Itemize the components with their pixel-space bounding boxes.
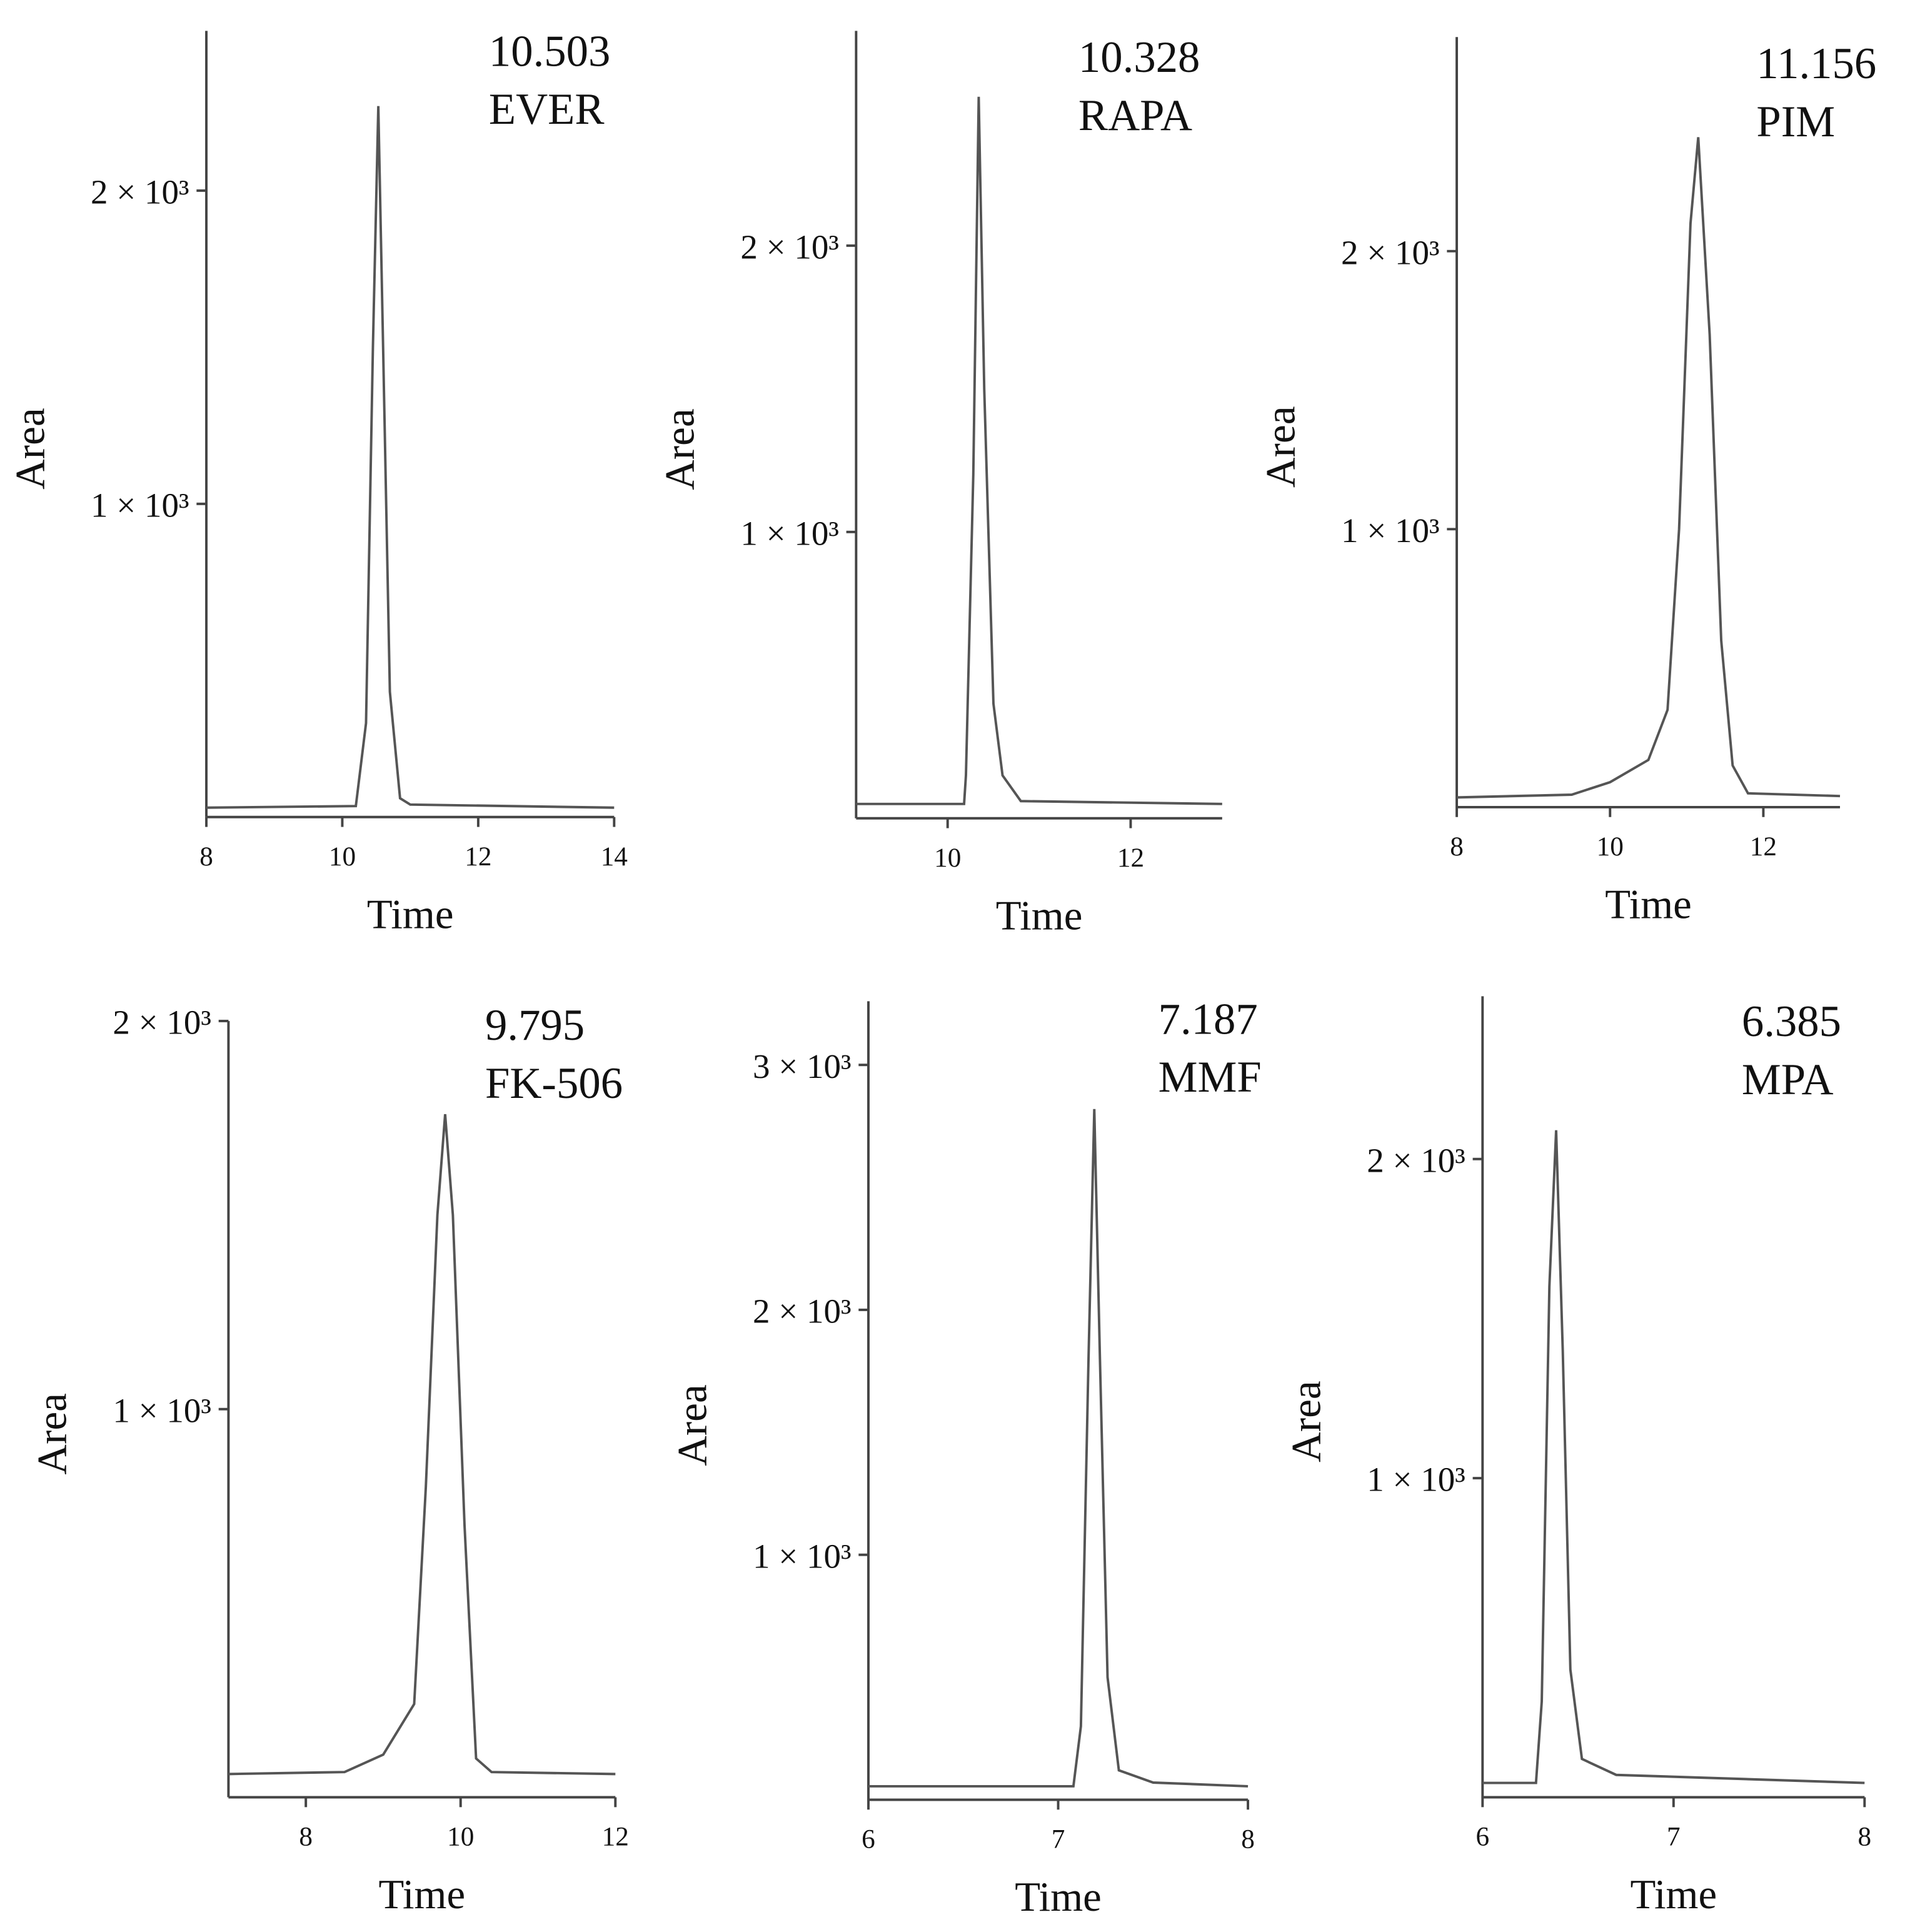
x-axis-label: Time bbox=[379, 1871, 466, 1918]
y-tick-label: 1 × 10³ bbox=[91, 486, 189, 524]
annotation: FK-506 bbox=[485, 1059, 623, 1108]
x-tick-label: 8 bbox=[1241, 1824, 1255, 1854]
trace bbox=[868, 1109, 1249, 1788]
x-tick-label: 6 bbox=[1476, 1822, 1490, 1852]
annotation: 10.503 bbox=[489, 27, 610, 76]
x-tick-label: 12 bbox=[1750, 832, 1777, 862]
annotation: 11.156 bbox=[1756, 39, 1876, 88]
x-tick-label: 8 bbox=[1450, 832, 1464, 862]
annotation: MPA bbox=[1742, 1055, 1834, 1104]
y-tick-label: 2 × 10³ bbox=[753, 1292, 852, 1330]
y-axis-label: Area bbox=[29, 1393, 76, 1475]
y-axis-label: Area bbox=[669, 1384, 715, 1466]
y-axis-label: Area bbox=[657, 408, 703, 490]
annotation: 10.328 bbox=[1078, 33, 1200, 82]
annotation: EVER bbox=[489, 85, 605, 134]
y-axis-label: Area bbox=[1258, 406, 1304, 488]
annotation: 7.187 bbox=[1159, 995, 1258, 1044]
x-tick-label: 6 bbox=[862, 1824, 875, 1854]
annotation: 9.795 bbox=[485, 1001, 585, 1050]
y-tick-label: 1 × 10³ bbox=[740, 514, 839, 552]
annotation: PIM bbox=[1756, 98, 1835, 146]
y-tick-label: 2 × 10³ bbox=[740, 228, 839, 266]
x-axis-label: Time bbox=[367, 891, 454, 937]
x-tick-label: 7 bbox=[1052, 1824, 1065, 1854]
x-tick-label: 12 bbox=[465, 842, 491, 872]
annotation: MMF bbox=[1159, 1053, 1262, 1102]
y-tick-label: 2 × 10³ bbox=[91, 173, 189, 211]
trace bbox=[206, 106, 615, 809]
x-tick-label: 10 bbox=[329, 842, 356, 872]
x-axis-label: Time bbox=[1631, 1871, 1717, 1918]
x-tick-label: 8 bbox=[299, 1822, 313, 1852]
trace bbox=[1457, 137, 1841, 799]
x-tick-label: 8 bbox=[1858, 1822, 1872, 1852]
x-axis-label: Time bbox=[1015, 1874, 1102, 1920]
y-tick-label: 3 × 10³ bbox=[753, 1047, 852, 1085]
y-tick-label: 1 × 10³ bbox=[1367, 1461, 1465, 1499]
x-tick-label: 10 bbox=[447, 1822, 474, 1852]
annotation: RAPA bbox=[1078, 91, 1192, 140]
y-tick-label: 2 × 10³ bbox=[1367, 1141, 1465, 1179]
trace bbox=[228, 1114, 616, 1776]
x-tick-label: 10 bbox=[934, 843, 961, 873]
y-tick-label: 1 × 10³ bbox=[1341, 511, 1440, 550]
x-tick-label: 10 bbox=[1597, 832, 1624, 862]
y-tick-label: 2 × 10³ bbox=[1341, 233, 1440, 271]
y-axis-label: Area bbox=[8, 408, 54, 490]
trace bbox=[1482, 1130, 1865, 1784]
x-axis-label: Time bbox=[996, 892, 1083, 938]
x-tick-label: 8 bbox=[199, 842, 213, 872]
x-axis-label: Time bbox=[1605, 881, 1692, 927]
y-axis-label: Area bbox=[1284, 1381, 1330, 1462]
annotation: 6.385 bbox=[1742, 997, 1841, 1046]
x-tick-label: 14 bbox=[601, 842, 628, 872]
x-tick-label: 12 bbox=[1117, 843, 1144, 873]
x-tick-label: 12 bbox=[602, 1822, 629, 1852]
x-tick-label: 7 bbox=[1667, 1822, 1681, 1852]
y-tick-label: 2 × 10³ bbox=[113, 1003, 211, 1041]
y-tick-label: 1 × 10³ bbox=[753, 1537, 852, 1575]
y-tick-label: 1 × 10³ bbox=[113, 1391, 211, 1429]
trace bbox=[856, 96, 1222, 805]
